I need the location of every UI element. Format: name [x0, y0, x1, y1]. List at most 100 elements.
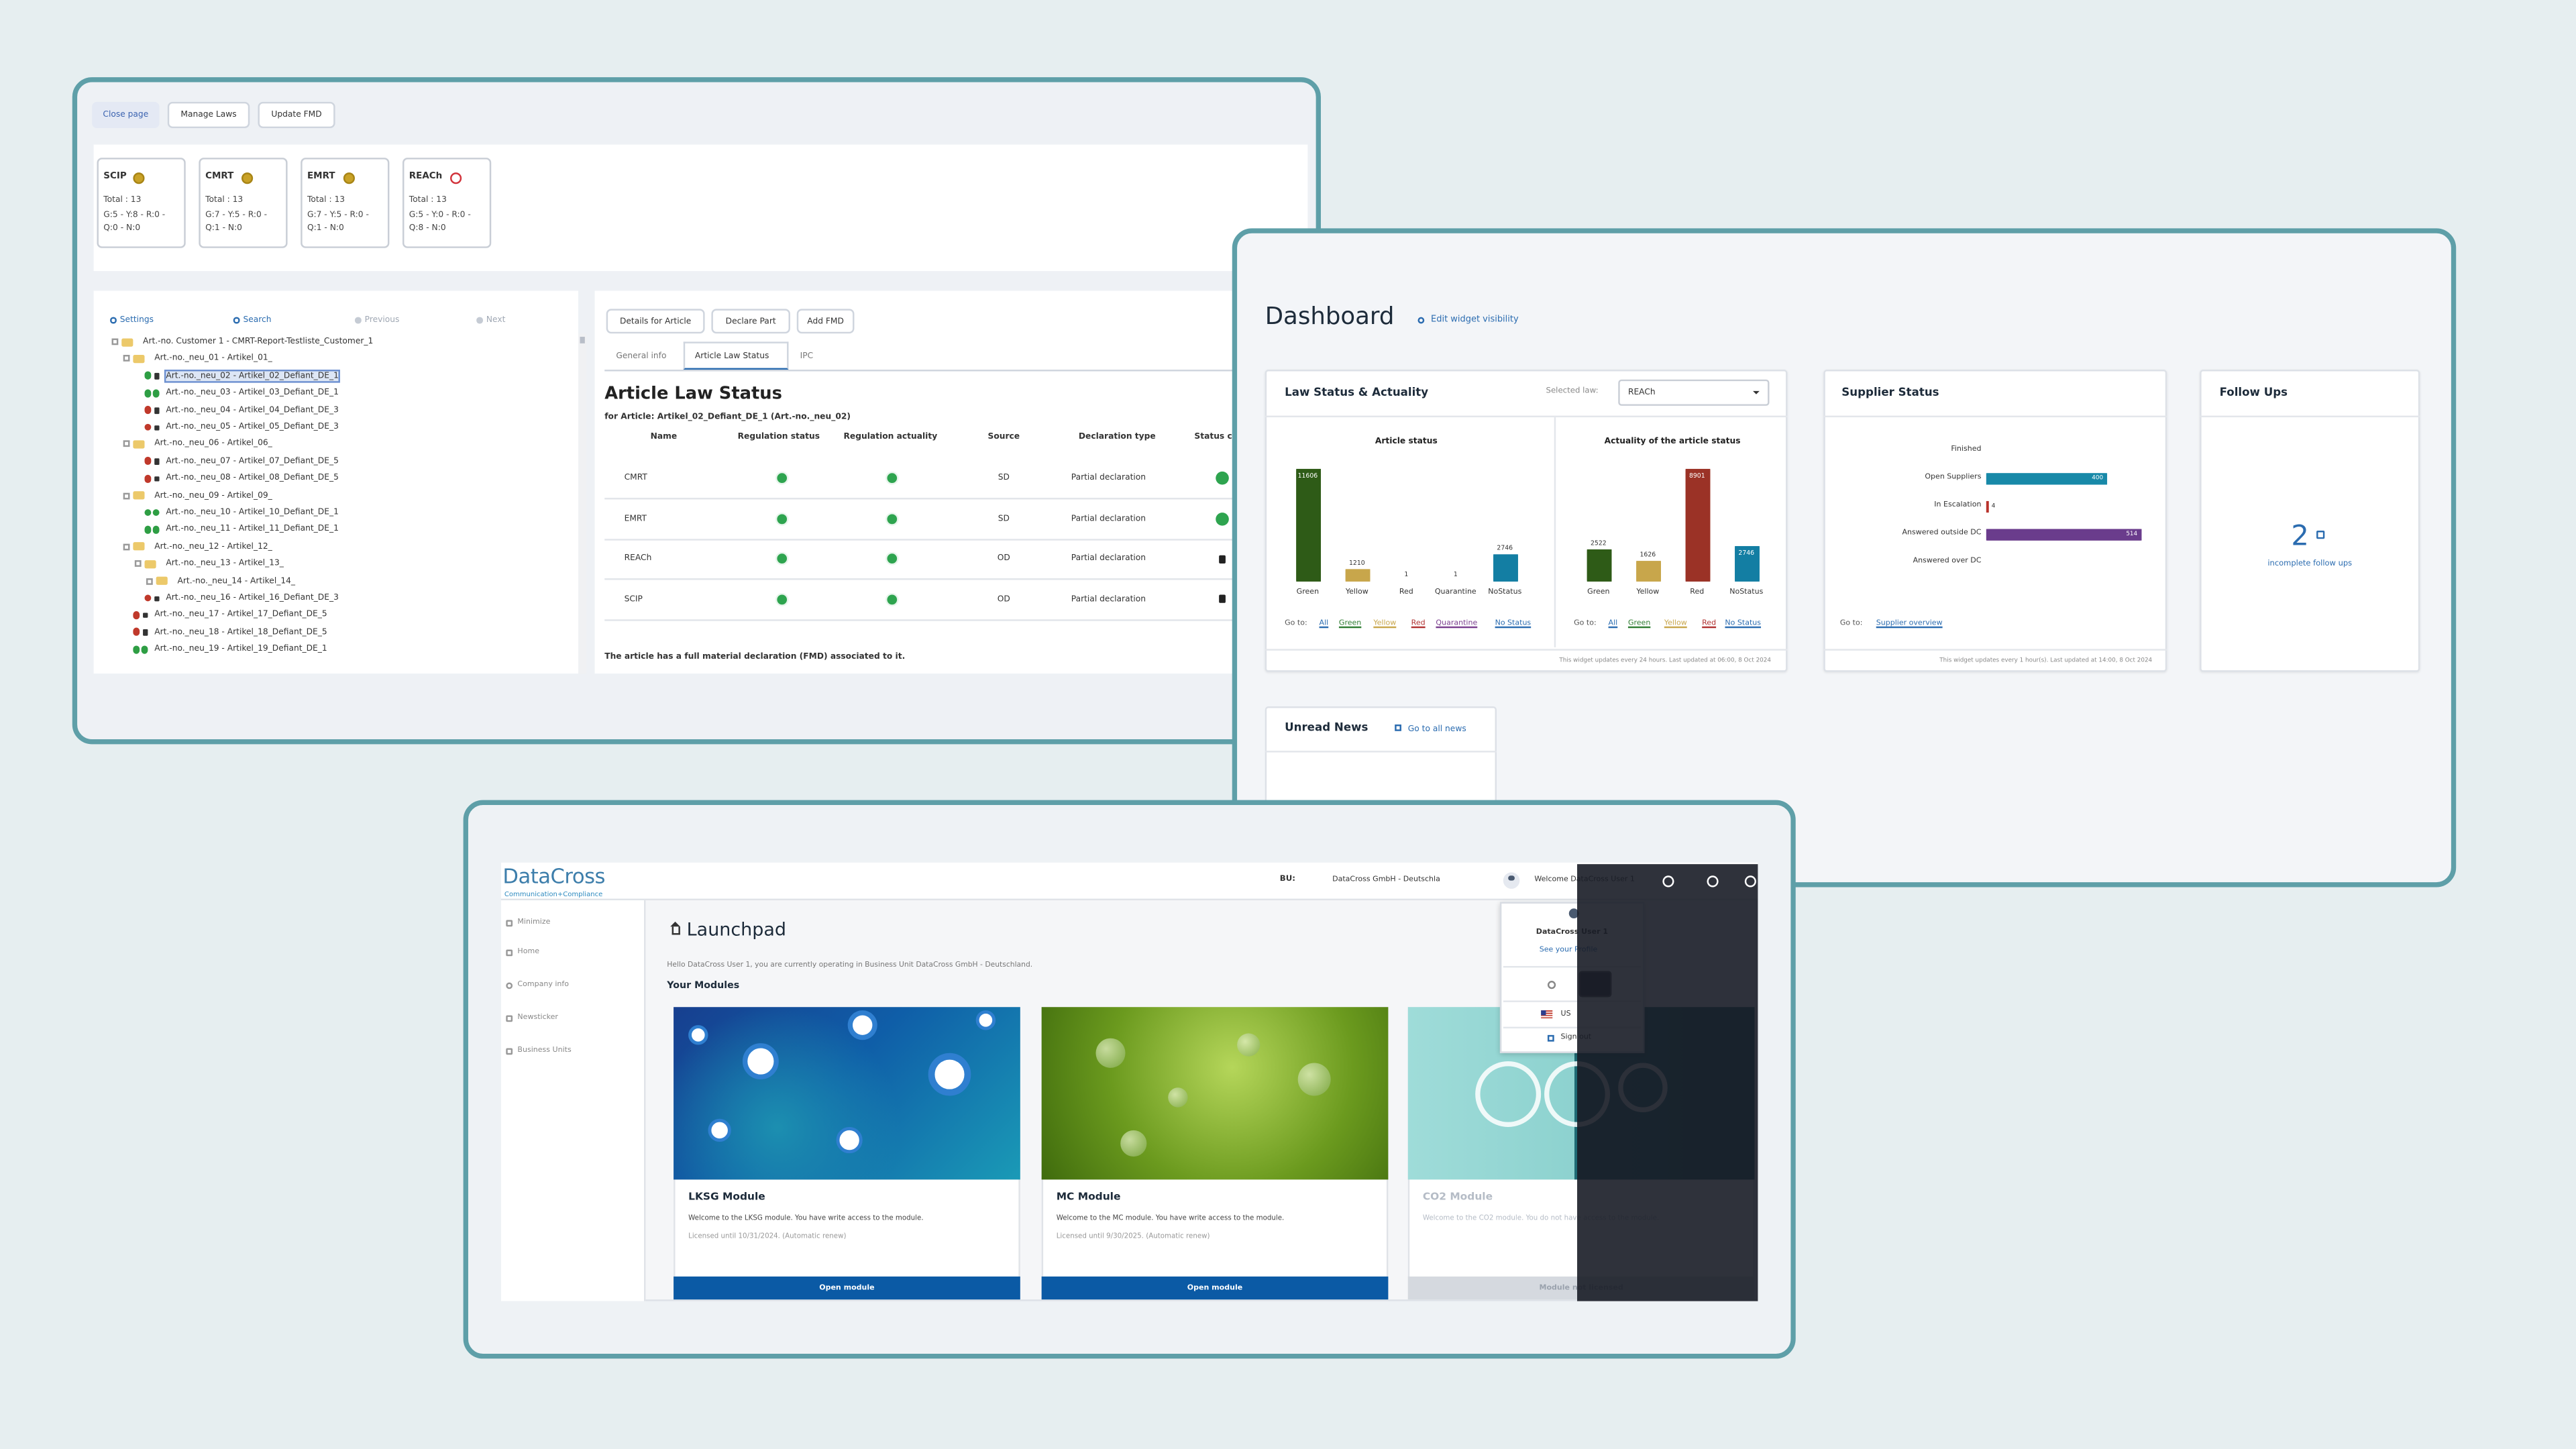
status-icon — [152, 388, 160, 397]
light-theme — [1546, 979, 1555, 989]
tree-node[interactable]: Art.-no. Customer 1 - CMRT-Report-Testli… — [143, 337, 374, 347]
tree-node[interactable]: Art.-no._neu_18 - Artikel_18_Defiant_DE_… — [154, 627, 327, 637]
tab[interactable]: Article Law Status — [694, 350, 769, 361]
language[interactable]: US — [1560, 1010, 1571, 1018]
tree-node[interactable]: Art.-no._neu_10 - Artikel_10_Defiant_DE_… — [166, 507, 339, 518]
tree-node[interactable]: Art.-no._neu_01 - Artikel_01_ — [154, 354, 272, 364]
molecule — [1120, 1130, 1147, 1157]
lock-icon — [153, 476, 159, 482]
goto-link[interactable]: Supplier overview — [1876, 620, 1943, 629]
status-icon — [132, 645, 141, 653]
folder-icon — [133, 440, 145, 449]
status-icon — [144, 474, 152, 483]
bar-value: 11606 — [1297, 471, 1318, 480]
edit-icon — [1417, 317, 1425, 324]
toolbar-button[interactable]: Update FMD — [258, 101, 335, 129]
sidebar-item[interactable]: Business Units — [517, 1046, 572, 1055]
module-button[interactable]: Open module — [674, 1276, 1020, 1300]
goto-link[interactable]: No Status — [1495, 620, 1532, 629]
law-card — [301, 158, 390, 248]
status-icon — [132, 628, 141, 637]
module-license: Licensed until 10/31/2024. (Automatic re… — [688, 1231, 847, 1240]
tree-node[interactable]: Art.-no._neu_16 - Artikel_16_Defiant_DE_… — [166, 593, 339, 603]
goto-link[interactable]: Yellow — [1664, 620, 1687, 629]
app-header — [500, 862, 1758, 901]
section-subtitle: for Article: Artikel_02_Defiant_DE_1 (Ar… — [604, 412, 851, 423]
update-note: This widget updates every 1 hour(s). Las… — [1939, 657, 2153, 664]
tree-node[interactable]: Art.-no._neu_02 - Artikel_02_Defiant_DE_… — [164, 369, 341, 383]
bu-select[interactable]: DataCross GmbH - Deutschla — [1332, 876, 1440, 885]
flag-canton — [1541, 1010, 1546, 1015]
module-image — [674, 1007, 1020, 1180]
tree-node[interactable]: Art.-no._neu_06 - Artikel_06_ — [154, 439, 272, 449]
goto-link[interactable]: All — [1319, 620, 1329, 629]
select-caret — [1753, 390, 1760, 394]
tree-node[interactable]: Art.-no._neu_03 - Artikel_03_Defiant_DE_… — [166, 388, 339, 398]
goto-link[interactable]: Green — [1338, 620, 1362, 629]
toolbar-button[interactable]: Close page — [92, 101, 160, 129]
tree-node[interactable]: Art.-no._neu_17 - Artikel_17_Defiant_DE_… — [154, 610, 327, 621]
sidebar-item[interactable]: Newsticker — [517, 1014, 558, 1023]
bar-value: 2746 — [1497, 543, 1513, 553]
page-title: Launchpad — [686, 918, 786, 941]
goto-link[interactable]: Quarantine — [1436, 620, 1478, 629]
module-button[interactable]: Open module — [1041, 1276, 1389, 1300]
tree-node[interactable]: Art.-no._neu_19 - Artikel_19_Defiant_DE_… — [154, 644, 327, 655]
sidebar-icon — [505, 982, 512, 989]
widget-title: Unread News — [1285, 720, 1368, 735]
law-count: Q:8 - N:0 — [409, 223, 446, 233]
module-description: Welcome to the LKSG module. You have wri… — [688, 1213, 924, 1222]
folder-icon — [133, 491, 145, 500]
tree-toolbar-item[interactable]: Search — [243, 315, 272, 325]
tree-node[interactable]: Art.-no._neu_13 - Artikel_13_ — [166, 559, 284, 569]
network-node — [928, 1053, 971, 1096]
article-button[interactable]: Details for Article — [606, 309, 705, 334]
network-node — [688, 1025, 708, 1045]
sidebar-item[interactable]: Company info — [517, 981, 570, 990]
goto-link[interactable]: All — [1608, 620, 1618, 629]
header-icon — [1743, 875, 1756, 887]
goto-link[interactable]: Red — [1411, 620, 1426, 629]
goto-link[interactable]: No Status — [1725, 620, 1762, 629]
article-button[interactable]: Declare Part — [711, 309, 790, 334]
tree-node[interactable]: Art.-no._neu_08 - Artikel_08_Defiant_DE_… — [166, 473, 339, 484]
category-label: NoStatus — [1488, 588, 1522, 596]
tree-toolbar-item[interactable]: Next — [486, 315, 506, 325]
tree-toolbar-item[interactable]: Previous — [364, 315, 400, 325]
tree-node[interactable]: Art.-no._neu_14 - Artikel_14_ — [177, 576, 296, 586]
status-icon — [132, 611, 141, 619]
sidebar-item[interactable]: Home — [517, 948, 539, 957]
bar — [1295, 470, 1320, 582]
tree-node[interactable]: Art.-no._neu_09 - Artikel_09_ — [154, 490, 272, 500]
tree-toolbar-item[interactable]: Settings — [119, 315, 154, 325]
follow-up-count[interactable]: 2 — [2291, 520, 2309, 553]
scroll-thumb — [580, 337, 585, 343]
bar-value: 4 — [1991, 502, 1996, 509]
module-image — [1041, 1007, 1389, 1180]
greeting: Hello DataCross User 1, you are currentl… — [667, 961, 1033, 970]
goto-link[interactable]: Yellow — [1373, 620, 1397, 629]
row-separator — [604, 619, 1311, 620]
tab[interactable]: IPC — [800, 350, 814, 361]
tree-node[interactable]: Art.-no._neu_04 - Artikel_04_Defiant_DE_… — [166, 405, 339, 415]
news-link[interactable]: Go to all news — [1407, 724, 1466, 735]
status-icon — [144, 525, 152, 534]
tree-node[interactable]: Art.-no._neu_12 - Artikel_12_ — [154, 541, 272, 552]
tree-node[interactable]: Art.-no._neu_05 - Artikel_05_Defiant_DE_… — [166, 422, 339, 433]
goto-link[interactable]: Green — [1627, 620, 1651, 629]
status-icon — [144, 423, 152, 431]
tree-node[interactable]: Art.-no._neu_11 - Artikel_11_Defiant_DE_… — [166, 525, 339, 535]
article-button[interactable]: Add FMD — [796, 309, 855, 334]
edit-link[interactable]: Edit widget visibility — [1431, 315, 1519, 325]
law-select[interactable] — [1618, 379, 1770, 406]
tab[interactable]: General info — [616, 350, 667, 361]
goto-link[interactable]: Red — [1702, 620, 1717, 629]
widget-header-line — [1823, 415, 2167, 417]
tree-node[interactable]: Art.-no._neu_07 - Artikel_07_Defiant_DE_… — [166, 456, 339, 467]
tree-expander — [146, 578, 153, 584]
sidebar-item[interactable]: Minimize — [517, 918, 551, 927]
tree-expander — [123, 355, 130, 362]
logo: DataCross — [502, 863, 605, 888]
toolbar-button[interactable]: Manage Laws — [167, 101, 250, 129]
module-name: MC Module — [1056, 1191, 1121, 1203]
